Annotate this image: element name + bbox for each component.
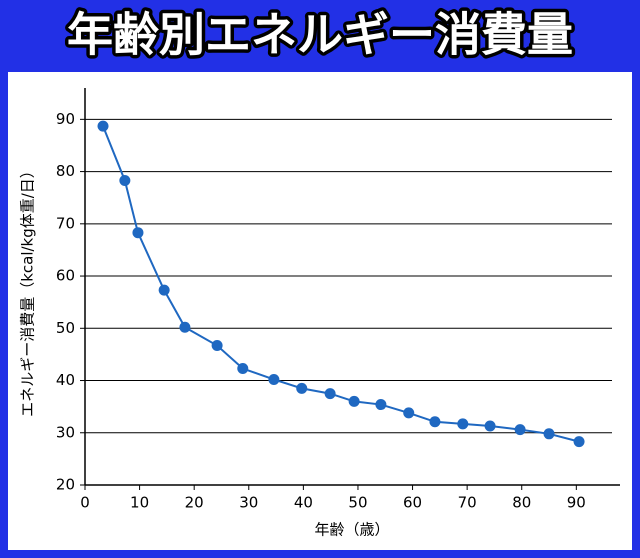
x-tick-label: 10 [130, 494, 149, 512]
data-point [179, 321, 191, 333]
data-point [211, 340, 223, 352]
data-point [457, 418, 469, 430]
data-point [237, 363, 249, 375]
y-axis-label: エネルギー消費量（kcal/kg体重/日） [19, 163, 37, 417]
x-tick-label: 50 [348, 494, 367, 512]
x-tick-label: 70 [458, 494, 477, 512]
y-tick-label: 70 [56, 214, 75, 232]
y-tick-label: 80 [56, 162, 75, 180]
data-point [296, 382, 308, 394]
x-tick-label: 30 [239, 494, 258, 512]
data-point [158, 284, 170, 296]
y-tick-label: 90 [56, 110, 75, 128]
data-point [429, 416, 441, 428]
x-axis-label: 年齢（歳） [314, 521, 389, 539]
data-point [119, 174, 131, 186]
x-tick-label: 60 [403, 494, 422, 512]
y-tick-label: 30 [56, 423, 75, 441]
y-tick-label: 50 [56, 319, 75, 337]
y-tick-label: 60 [56, 267, 75, 285]
data-point [543, 428, 555, 440]
data-point [268, 373, 280, 385]
chart-title: 年齢別エネルギー消費量 [67, 8, 573, 62]
data-point [348, 395, 360, 407]
data-point [324, 388, 336, 400]
data-point [484, 420, 496, 432]
x-tick-label: 0 [80, 494, 90, 512]
y-tick-label: 40 [56, 371, 75, 389]
x-tick-label: 20 [185, 494, 204, 512]
data-point [514, 424, 526, 436]
data-point [573, 436, 585, 448]
x-tick-label: 90 [567, 494, 586, 512]
data-point [403, 407, 415, 419]
data-point [97, 120, 109, 132]
x-tick-label: 40 [294, 494, 313, 512]
data-point [132, 227, 144, 239]
x-tick-label: 80 [512, 494, 531, 512]
data-point [375, 399, 387, 411]
plot-panel [8, 72, 632, 550]
y-tick-label: 20 [56, 476, 75, 494]
